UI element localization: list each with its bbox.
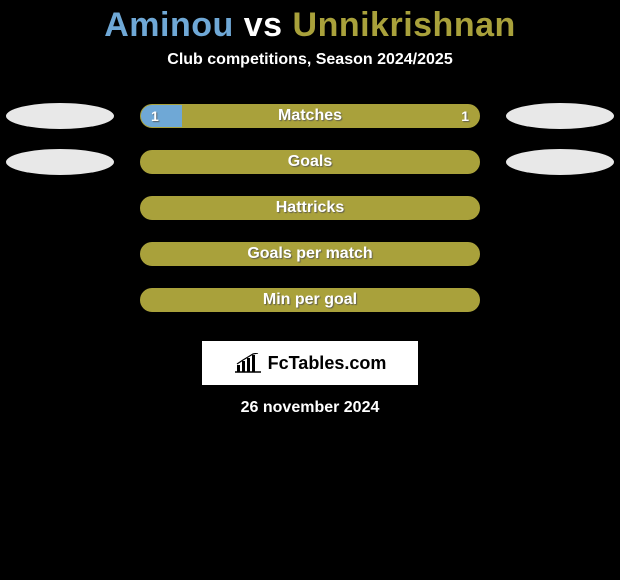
stat-bar-label: Hattricks (141, 197, 479, 219)
stat-bar: Min per goal (140, 288, 480, 312)
right-value-ellipse (506, 149, 614, 175)
comparison-infographic: { "title": { "left_name": "Aminou", "vs"… (0, 0, 620, 580)
left-value-ellipse (6, 103, 114, 129)
title-left-name: Aminou (104, 6, 234, 44)
comparison-row: Goals (0, 139, 620, 185)
page-title: Aminou vs Unnikrishnan (0, 0, 620, 45)
date-line: 26 november 2024 (0, 399, 620, 417)
stat-bar-label: Matches (141, 105, 479, 127)
stat-bar: Goals per match (140, 242, 480, 266)
comparison-row: Goals per match (0, 231, 620, 277)
stat-bar-left-fill (141, 105, 182, 127)
stat-bar-label: Min per goal (141, 289, 479, 311)
stat-bar: Goals (140, 150, 480, 174)
comparison-row: Hattricks (0, 185, 620, 231)
comparison-rows: Matches11 Goals Hattricks Goals per match Mi… (0, 93, 620, 323)
logo-box: FcTables.com (202, 341, 418, 385)
stat-bar-label: Goals (141, 151, 479, 173)
logo: FcTables.com (234, 353, 387, 374)
left-value-ellipse (6, 149, 114, 175)
title-vs: vs (244, 6, 283, 44)
comparison-row: Matches11 (0, 93, 620, 139)
stat-bar: Matches11 (140, 104, 480, 128)
stat-bar: Hattricks (140, 196, 480, 220)
title-right-name: Unnikrishnan (293, 6, 516, 44)
stat-bar-right-value: 1 (451, 105, 479, 127)
logo-text: FcTables.com (268, 353, 387, 374)
subtitle: Club competitions, Season 2024/2025 (0, 51, 620, 69)
right-value-ellipse (506, 103, 614, 129)
stat-bar-label: Goals per match (141, 243, 479, 265)
comparison-row: Min per goal (0, 277, 620, 323)
bar-chart-icon (234, 353, 262, 373)
